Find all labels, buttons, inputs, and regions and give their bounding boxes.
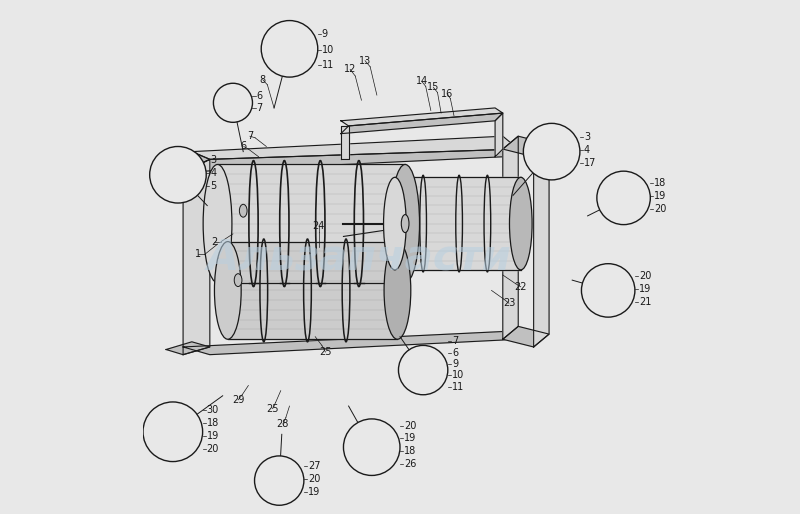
Text: 7: 7 [452, 336, 458, 346]
Ellipse shape [214, 242, 241, 339]
Text: 8: 8 [260, 75, 266, 85]
Polygon shape [183, 332, 518, 355]
Ellipse shape [402, 215, 409, 232]
Text: 25: 25 [319, 347, 332, 357]
Text: 27: 27 [308, 461, 321, 471]
Text: 15: 15 [427, 82, 439, 93]
Text: 18: 18 [654, 178, 666, 189]
Text: 3: 3 [210, 155, 217, 166]
Text: 29: 29 [232, 395, 244, 405]
Ellipse shape [234, 273, 242, 287]
Text: 1: 1 [195, 249, 201, 260]
Circle shape [597, 171, 650, 225]
Text: 12: 12 [344, 64, 356, 75]
Ellipse shape [383, 177, 406, 270]
Circle shape [523, 123, 580, 180]
Text: 18: 18 [404, 446, 416, 456]
Text: 18: 18 [206, 418, 219, 428]
Polygon shape [228, 242, 398, 339]
Circle shape [214, 83, 253, 122]
Text: 10: 10 [452, 370, 464, 380]
Ellipse shape [203, 164, 232, 283]
Text: 25: 25 [266, 403, 278, 414]
Polygon shape [341, 126, 349, 159]
Circle shape [254, 456, 304, 505]
Circle shape [582, 264, 635, 317]
Circle shape [343, 419, 400, 475]
Text: 20: 20 [404, 420, 417, 431]
Text: 19: 19 [639, 284, 651, 294]
Polygon shape [534, 144, 549, 347]
Text: 6: 6 [452, 347, 458, 358]
Text: 30: 30 [206, 405, 219, 415]
Circle shape [398, 345, 448, 395]
Text: 21: 21 [639, 297, 651, 307]
Text: 4: 4 [584, 145, 590, 155]
Polygon shape [502, 136, 549, 157]
Polygon shape [183, 149, 518, 172]
Text: 16: 16 [441, 88, 454, 99]
Text: 22: 22 [514, 282, 527, 292]
Circle shape [143, 402, 202, 462]
Text: 7: 7 [246, 131, 253, 141]
Text: 20: 20 [206, 444, 219, 454]
Text: 17: 17 [584, 158, 596, 168]
Circle shape [150, 146, 206, 203]
Text: 24: 24 [313, 221, 325, 231]
Text: 10: 10 [322, 45, 334, 55]
Polygon shape [395, 177, 521, 270]
Text: 13: 13 [359, 56, 371, 66]
Polygon shape [495, 113, 502, 157]
Text: 2: 2 [211, 236, 217, 247]
Text: 9: 9 [322, 29, 328, 40]
Polygon shape [218, 164, 405, 283]
Text: 14: 14 [415, 76, 428, 86]
Ellipse shape [510, 177, 532, 270]
Ellipse shape [390, 164, 419, 283]
Polygon shape [192, 136, 518, 159]
Text: 5: 5 [210, 181, 217, 191]
Polygon shape [502, 136, 518, 339]
Text: 19: 19 [654, 191, 666, 201]
Text: 11: 11 [322, 60, 334, 70]
Text: 26: 26 [404, 459, 417, 469]
Circle shape [262, 21, 318, 77]
Text: 6: 6 [241, 141, 247, 152]
Text: 19: 19 [308, 487, 320, 497]
Polygon shape [166, 152, 210, 172]
Text: 4: 4 [210, 168, 217, 178]
Text: 11: 11 [452, 381, 464, 392]
Text: 7: 7 [257, 103, 263, 114]
Ellipse shape [239, 204, 247, 217]
Polygon shape [183, 159, 210, 355]
Text: 19: 19 [404, 433, 416, 444]
Polygon shape [341, 113, 502, 134]
Text: 28: 28 [277, 419, 289, 429]
Polygon shape [341, 108, 502, 126]
Text: 3: 3 [584, 132, 590, 142]
Polygon shape [502, 326, 549, 347]
Text: 20: 20 [639, 271, 651, 281]
Text: 20: 20 [654, 204, 667, 214]
Text: 20: 20 [308, 474, 320, 484]
Text: 19: 19 [206, 431, 219, 441]
Text: Альзапчасти: Альзапчасти [206, 236, 511, 278]
Text: 6: 6 [257, 90, 262, 101]
Polygon shape [166, 342, 210, 355]
Ellipse shape [384, 242, 410, 339]
Text: 23: 23 [502, 298, 515, 308]
Text: 9: 9 [452, 359, 458, 369]
